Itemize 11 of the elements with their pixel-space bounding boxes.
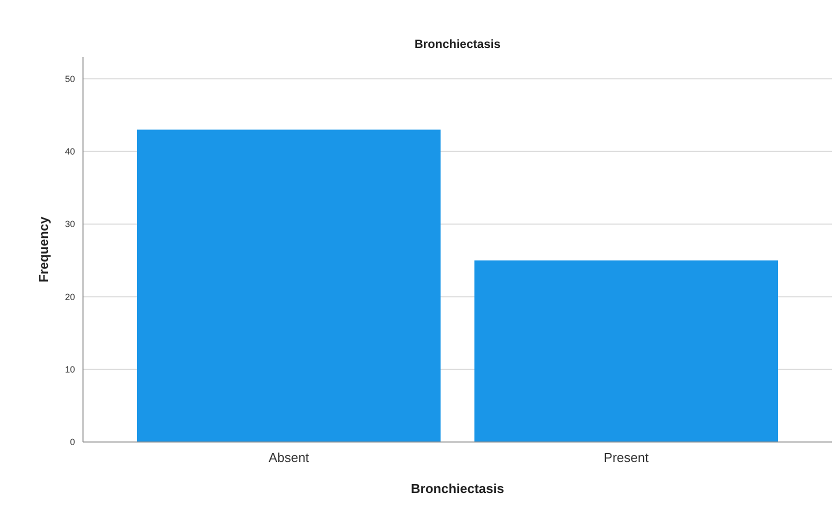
y-tick-label: 50	[64, 74, 75, 84]
x-tick-label: Present	[604, 450, 649, 465]
y-tick-label: 10	[64, 364, 75, 375]
y-tick-label: 0	[70, 437, 75, 448]
x-axis-title: Bronchiectasis	[410, 481, 504, 496]
chart-title: Bronchiectasis	[414, 37, 501, 51]
y-axis-title: Frequency	[36, 216, 51, 282]
y-tick-label: 40	[64, 146, 75, 157]
x-tick-label: Absent	[268, 450, 310, 465]
y-tick-label: 30	[64, 219, 75, 230]
y-tick-label: 20	[64, 292, 75, 302]
